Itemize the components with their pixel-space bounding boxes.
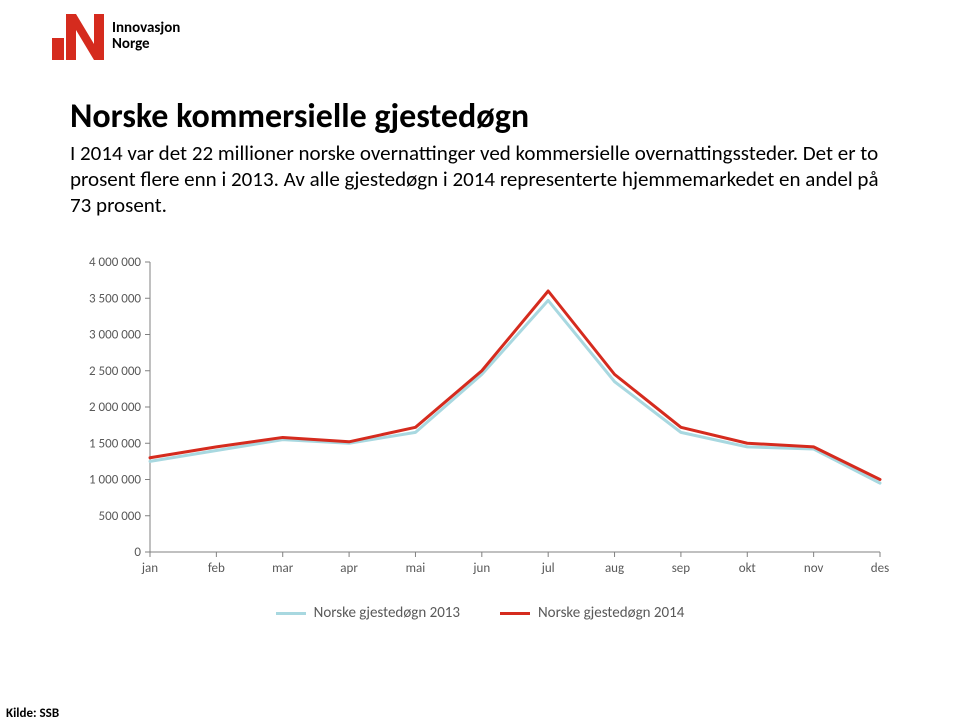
svg-text:des: des: [871, 561, 889, 576]
svg-text:2 000 000: 2 000 000: [89, 400, 141, 415]
svg-text:4 000 000: 4 000 000: [89, 255, 141, 270]
svg-text:apr: apr: [340, 561, 358, 576]
svg-text:mai: mai: [406, 561, 426, 576]
legend-label: Norske gjestedøgn 2013: [314, 604, 460, 622]
svg-text:1 500 000: 1 500 000: [89, 436, 141, 451]
logo-line2: Norge: [112, 37, 180, 53]
svg-text:1 000 000: 1 000 000: [89, 473, 141, 488]
legend-swatch: [276, 612, 306, 615]
page-title: Norske kommersielle gjestedøgn: [70, 96, 529, 137]
source-label: Kilde: SSB: [6, 706, 59, 721]
svg-text:2 500 000: 2 500 000: [89, 364, 141, 379]
svg-text:3 000 000: 3 000 000: [89, 328, 141, 343]
svg-text:jan: jan: [141, 561, 158, 576]
legend-label: Norske gjestedøgn 2014: [538, 604, 684, 622]
logo: Innovasjon Norge: [52, 14, 180, 60]
chart-container: 0 500 000 1 000 000 1 500 000 2 000 000 2 500…: [70, 252, 890, 652]
svg-text:3 500 000: 3 500 000: [89, 291, 141, 306]
svg-text:sep: sep: [672, 561, 691, 576]
legend-item: Norske gjestedøgn 2013: [276, 604, 460, 622]
svg-text:aug: aug: [605, 561, 624, 576]
svg-text:jul: jul: [541, 561, 555, 576]
logo-text: Innovasjon Norge: [112, 21, 180, 53]
logo-mark: [52, 14, 104, 60]
chart-legend: Norske gjestedøgn 2013 Norske gjestedøgn …: [70, 604, 890, 622]
svg-text:okt: okt: [739, 561, 757, 576]
svg-text:nov: nov: [804, 561, 824, 576]
svg-text:0: 0: [134, 545, 141, 560]
logo-n-icon: [66, 14, 104, 60]
description: I 2014 var det 22 millioner norske overn…: [70, 140, 890, 218]
line-chart: 0 500 000 1 000 000 1 500 000 2 000 000 2 500…: [70, 252, 890, 592]
svg-text:mar: mar: [272, 561, 294, 576]
svg-text:jun: jun: [472, 561, 490, 576]
legend-swatch: [500, 612, 530, 615]
svg-text:500 000: 500 000: [99, 509, 142, 524]
legend-item: Norske gjestedøgn 2014: [500, 604, 684, 622]
svg-text:feb: feb: [208, 561, 225, 576]
